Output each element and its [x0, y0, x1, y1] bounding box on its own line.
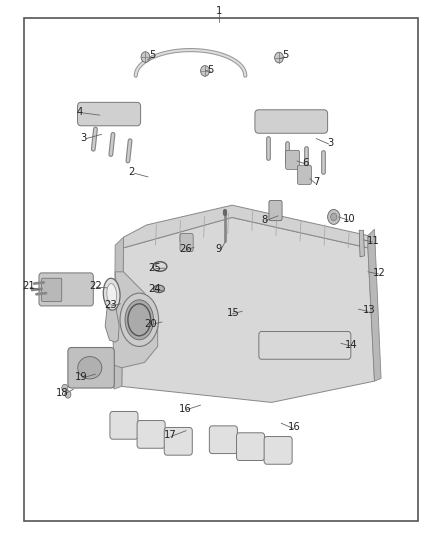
FancyBboxPatch shape	[78, 102, 141, 126]
Circle shape	[141, 52, 150, 62]
Ellipse shape	[120, 293, 159, 346]
Text: 3: 3	[328, 138, 334, 148]
Text: 23: 23	[105, 300, 117, 310]
Text: 5: 5	[283, 51, 289, 60]
FancyBboxPatch shape	[39, 273, 93, 306]
Text: 22: 22	[89, 281, 102, 291]
FancyBboxPatch shape	[259, 332, 351, 359]
Ellipse shape	[103, 278, 120, 310]
Circle shape	[328, 209, 340, 224]
FancyBboxPatch shape	[264, 437, 292, 464]
Circle shape	[275, 52, 283, 63]
Text: 25: 25	[148, 263, 161, 272]
FancyBboxPatch shape	[297, 165, 311, 184]
Ellipse shape	[78, 357, 102, 379]
Polygon shape	[368, 229, 381, 381]
Text: 11: 11	[367, 236, 380, 246]
FancyBboxPatch shape	[180, 233, 193, 252]
Text: 16: 16	[288, 423, 301, 432]
Polygon shape	[124, 205, 368, 248]
Text: 14: 14	[345, 340, 357, 350]
Circle shape	[62, 384, 68, 392]
Circle shape	[331, 213, 337, 221]
FancyBboxPatch shape	[164, 427, 192, 455]
Circle shape	[65, 391, 71, 398]
FancyBboxPatch shape	[269, 200, 282, 221]
Text: 20: 20	[144, 319, 156, 328]
Text: 18: 18	[57, 388, 69, 398]
Ellipse shape	[153, 285, 164, 293]
FancyBboxPatch shape	[68, 348, 114, 388]
Text: 2: 2	[128, 167, 134, 176]
Text: 6: 6	[303, 158, 309, 167]
Text: 24: 24	[148, 284, 161, 294]
Text: 3: 3	[80, 133, 86, 142]
Text: 17: 17	[163, 431, 177, 440]
Text: 19: 19	[74, 372, 88, 382]
Text: 16: 16	[178, 404, 191, 414]
FancyBboxPatch shape	[110, 411, 138, 439]
Circle shape	[201, 66, 209, 76]
Text: 21: 21	[22, 281, 35, 291]
Ellipse shape	[125, 300, 153, 340]
Polygon shape	[114, 237, 124, 389]
Polygon shape	[113, 272, 158, 368]
Text: 8: 8	[261, 215, 268, 224]
Text: 13: 13	[363, 305, 375, 315]
Text: 9: 9	[216, 244, 222, 254]
Text: 5: 5	[149, 51, 155, 60]
Text: 12: 12	[373, 268, 386, 278]
FancyBboxPatch shape	[237, 433, 265, 461]
Polygon shape	[122, 217, 374, 402]
Text: 7: 7	[313, 177, 319, 187]
FancyBboxPatch shape	[137, 421, 165, 448]
Text: 10: 10	[343, 214, 355, 224]
FancyBboxPatch shape	[209, 426, 237, 454]
Text: 5: 5	[207, 66, 213, 75]
FancyBboxPatch shape	[255, 110, 328, 133]
Polygon shape	[359, 230, 364, 257]
Text: 26: 26	[179, 244, 192, 254]
FancyBboxPatch shape	[42, 278, 62, 302]
Text: 15: 15	[226, 308, 240, 318]
Ellipse shape	[107, 284, 117, 305]
Text: 1: 1	[216, 6, 222, 15]
FancyBboxPatch shape	[286, 150, 300, 169]
Polygon shape	[105, 304, 119, 342]
Text: 4: 4	[77, 107, 83, 117]
